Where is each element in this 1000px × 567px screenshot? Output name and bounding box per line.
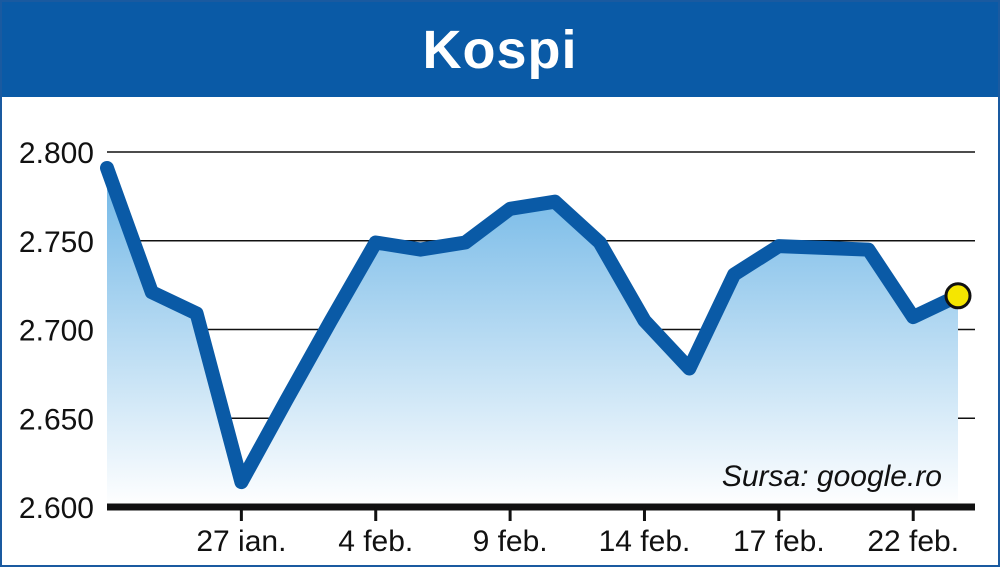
series-line [100,161,965,490]
chart-title: Kospi [422,19,578,80]
data-point [823,247,825,249]
x-tick-label: 22 feb. [867,525,959,558]
last-value-marker [944,282,972,310]
x-tick-label: 9 feb. [473,525,548,558]
data-point [464,242,466,244]
data-point [240,481,242,483]
data-point [196,313,198,315]
source-label: Sursa: google.ro [722,460,942,493]
x-tick-label: 27 ian. [196,525,286,558]
data-point [688,368,690,370]
y-tick-label: 2.600 [19,492,94,525]
data-point [375,242,377,244]
data-point [285,400,287,401]
data-point [599,242,601,244]
data-point [554,201,556,203]
y-tick-label: 2.750 [19,226,94,259]
title-bar: Kospi [2,2,998,97]
data-point [420,249,422,251]
area-fill [107,168,958,507]
data-point [643,320,645,322]
y-tick-label: 2.800 [19,137,94,170]
x-tick-label: 4 feb. [338,525,413,558]
data-point [778,245,780,247]
data-point [912,316,914,318]
data-point [867,249,869,251]
x-tick-label: 14 feb. [599,525,691,558]
data-point [151,291,153,293]
x-tick-label: 17 feb. [733,525,825,558]
data-point [106,167,108,169]
data-point [733,273,735,275]
y-tick-label: 2.700 [19,315,94,348]
y-tick-label: 2.650 [19,403,94,436]
data-point [509,208,511,210]
data-point [330,320,332,322]
